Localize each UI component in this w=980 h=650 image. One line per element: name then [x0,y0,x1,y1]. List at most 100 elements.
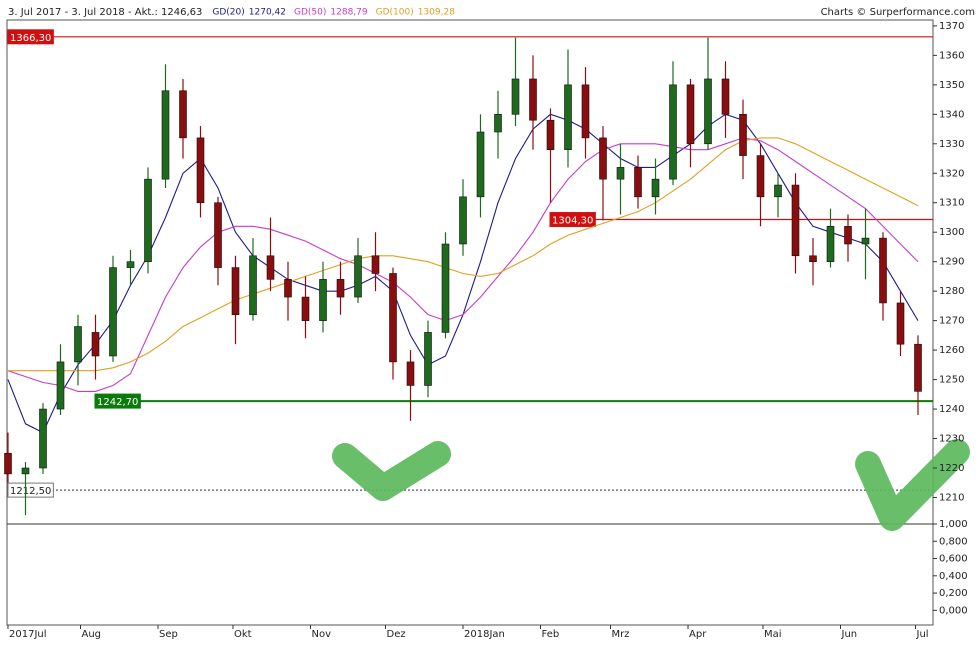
legend-value: 1288,79 [330,8,367,18]
y-tick-label: 1240 [939,404,964,415]
candle-body [74,326,82,363]
candle-body [599,137,607,180]
y-tick-label: 1310 [939,198,964,209]
chart-title: 3. Jul 2017 - 3. Jul 2018 - Akt.: 1246,6… [8,7,202,18]
candle-body [336,279,345,298]
checkmark [855,439,970,531]
candle-body [914,343,922,392]
candle-body [161,90,170,180]
candle-body [634,167,642,198]
y-tick-label: 1280 [939,286,964,297]
x-tick-label: Apr [689,629,707,640]
candle-body [494,114,502,133]
x-tick-label: Nov [312,629,332,640]
legend-label: GD(20) [212,8,244,18]
x-tick-label: Dez [387,629,406,640]
indicator-line [7,137,919,392]
plot: 1366,30 1304,30 1242,70 1212,50 [4,29,933,516]
candle-body [266,255,275,280]
candle-body [704,78,712,145]
y-tick-label: 1270 [939,316,964,327]
y-tick-label: 0,800 [939,536,968,547]
x-tick-label: Feb [542,629,560,640]
candle-body [4,452,12,475]
level-label-text: 1212,50 [10,486,51,497]
candle-body [109,267,117,357]
candle-body [459,196,467,245]
level-label-box [7,29,54,45]
candle-body [354,255,362,298]
y-tick-label: 1220 [939,463,964,474]
candle-body [126,261,135,268]
x-tick-label: Mai [764,629,782,640]
candle-body [826,226,835,262]
y-tick-label: 0,200 [939,588,968,599]
y-tick-label: 1290 [939,257,964,268]
y-tick-label: 1350 [939,80,964,91]
y-tick-label: 0,400 [939,571,968,582]
x-tick-label: Okt [234,629,252,640]
candle-body [249,255,257,316]
candle-body [511,78,520,115]
indicator-line [8,137,919,372]
y-tick-label: 1,000 [939,519,968,530]
candle-body [441,243,450,333]
level-label: 1242,70 [94,393,141,409]
candle-body [476,131,485,198]
plot-frame [6,19,934,626]
source: Charts © Surperformance.com [821,7,975,18]
candle-body [21,467,30,475]
candle-body [406,361,415,386]
y-tick-label: 1320 [939,168,964,179]
candle-body [756,155,765,198]
level-label-box [94,393,141,409]
y-tick-label: 1300 [939,227,964,238]
legend-value: 1270,42 [249,8,286,18]
candle-body [616,167,625,180]
candle-body [581,84,590,139]
level-label-text: 1304,30 [552,216,593,227]
candle-body [809,255,817,262]
candle-body [56,361,65,410]
candle-body [214,202,222,268]
candle-body [739,114,747,156]
candle-body [319,279,327,321]
level-label: 1304,30 [549,212,596,228]
x-tick-label: Jun [841,629,858,640]
candle-body [861,237,870,245]
x-tick-label: 2017Jul [9,629,47,640]
candle-body [284,279,292,298]
candle-body [896,302,905,345]
legend-value: 1309,28 [418,8,455,18]
x-tick-label: 2018Jan [464,629,505,640]
y-tick-label: 0,000 [939,605,968,616]
candle-body [879,237,887,304]
y-tick-label: 1340 [939,109,964,120]
candle-body [196,137,205,204]
candle-body [651,178,660,198]
candle-body [179,90,187,139]
y-tick-label: 1330 [939,139,964,150]
legend: GD(20) 1270,42 GD(50) 1288,79 GD(100) 1309,28 [212,8,455,18]
level-label-text: 1366,30 [10,33,51,44]
legend-label: GD(100) [376,8,414,18]
candle-body [546,119,555,150]
candle-body [669,84,677,180]
y-tick-label: 0,600 [939,554,968,565]
candle-body [529,78,537,121]
level-label: 1212,50 [7,482,54,498]
candle-body [371,255,380,274]
annotations [332,439,970,531]
candle-body [144,178,152,262]
candle-body [301,296,310,321]
candle-body [686,84,695,145]
candle-body [774,184,782,198]
y-tick-label: 1260 [939,345,964,356]
legend-label: GD(50) [294,8,326,18]
y-tick-label: 1360 [939,50,964,61]
level-label: 1366,30 [7,29,54,45]
candle-body [791,184,800,257]
x-tick-label: Sep [159,629,178,640]
checkmark [332,441,451,501]
